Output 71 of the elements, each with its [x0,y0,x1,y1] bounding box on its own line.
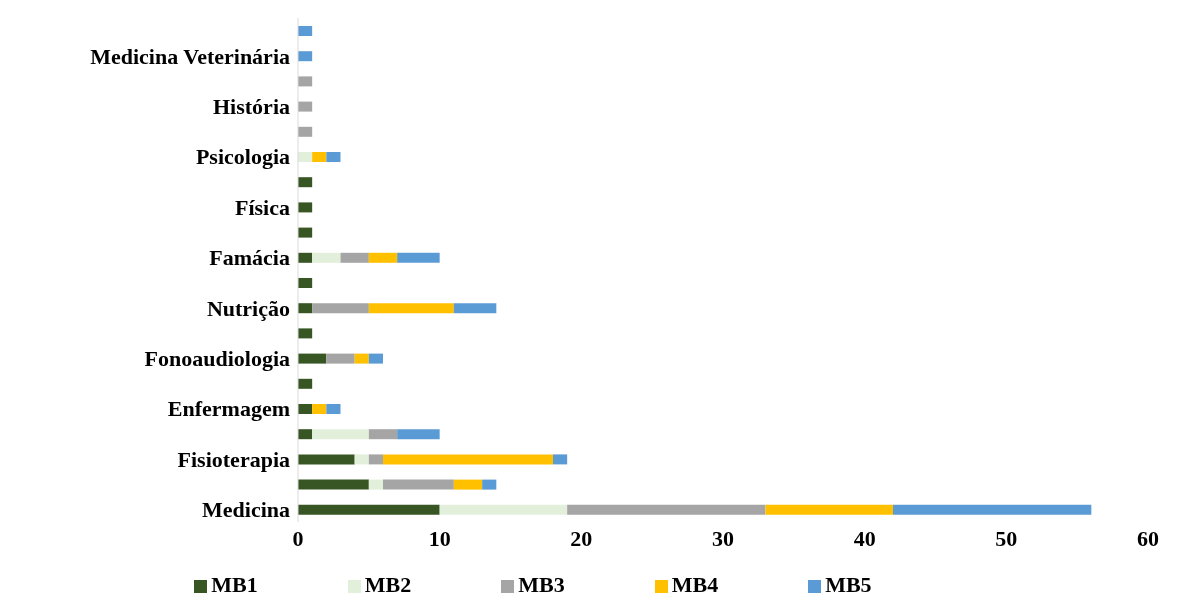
bar [368,353,383,364]
bar [312,252,341,263]
bar [368,303,454,314]
bar [893,504,1092,515]
bar [326,353,355,364]
x-tick-label: 50 [995,525,1018,551]
bar [453,303,497,314]
bar [298,177,313,188]
bar [340,252,369,263]
legend-label: MB1 [211,572,258,597]
y-tick-label: Fisioterapia [177,446,290,472]
bar [298,202,313,213]
bar [298,479,369,490]
bar [326,152,341,162]
bar [298,504,440,515]
bar [298,454,355,465]
bar [298,26,313,36]
x-tick-label: 0 [292,525,304,551]
bar [383,479,454,490]
bar [298,126,313,137]
bar [567,504,766,515]
y-tick-label: Física [235,194,290,220]
y-tick-label: Medicina [202,497,290,523]
bar [383,454,553,465]
bar [397,252,440,263]
y-tick-label: Famácia [209,245,290,271]
bar [298,252,313,263]
bar [439,504,568,515]
y-tick-label: Fonoaudiologia [144,346,290,372]
bar [298,303,313,314]
bar [453,479,483,490]
bar [354,454,369,465]
bar [298,76,313,87]
y-tick-label: Enfermagem [167,396,290,422]
bar [298,51,313,62]
legend-label: MB5 [825,572,872,597]
bar [298,353,327,364]
bar [368,454,383,465]
legend-label: MB4 [671,572,719,597]
bar [298,227,313,238]
legend-label: MB2 [364,572,412,597]
x-tick-label: 40 [853,525,876,551]
bar [326,404,341,414]
bar [298,278,313,288]
bar [368,479,383,490]
y-tick-label: História [213,94,290,120]
bar [765,504,893,515]
bar [312,152,327,162]
x-tick-label: 30 [712,525,734,551]
bar [312,303,369,314]
bar [298,404,313,414]
bar [298,378,313,389]
x-tick-label: 60 [1137,525,1159,551]
bar [312,404,327,414]
bar [368,252,398,263]
bar [298,101,313,112]
x-tick-label: 10 [428,525,451,551]
bar [298,152,313,162]
bar [397,429,440,440]
x-tick-label: 20 [570,525,593,551]
y-tick-label: Nutrição [206,295,290,321]
bar [354,353,369,364]
bar [298,328,313,339]
bar [312,429,369,440]
y-tick-label: Medicina Veterinária [90,43,290,69]
legend-label: MB3 [518,572,565,597]
bar [553,454,568,465]
bar [482,479,497,490]
y-tick-label: Psicologia [195,144,290,170]
bar [368,429,398,440]
bar [298,429,313,440]
